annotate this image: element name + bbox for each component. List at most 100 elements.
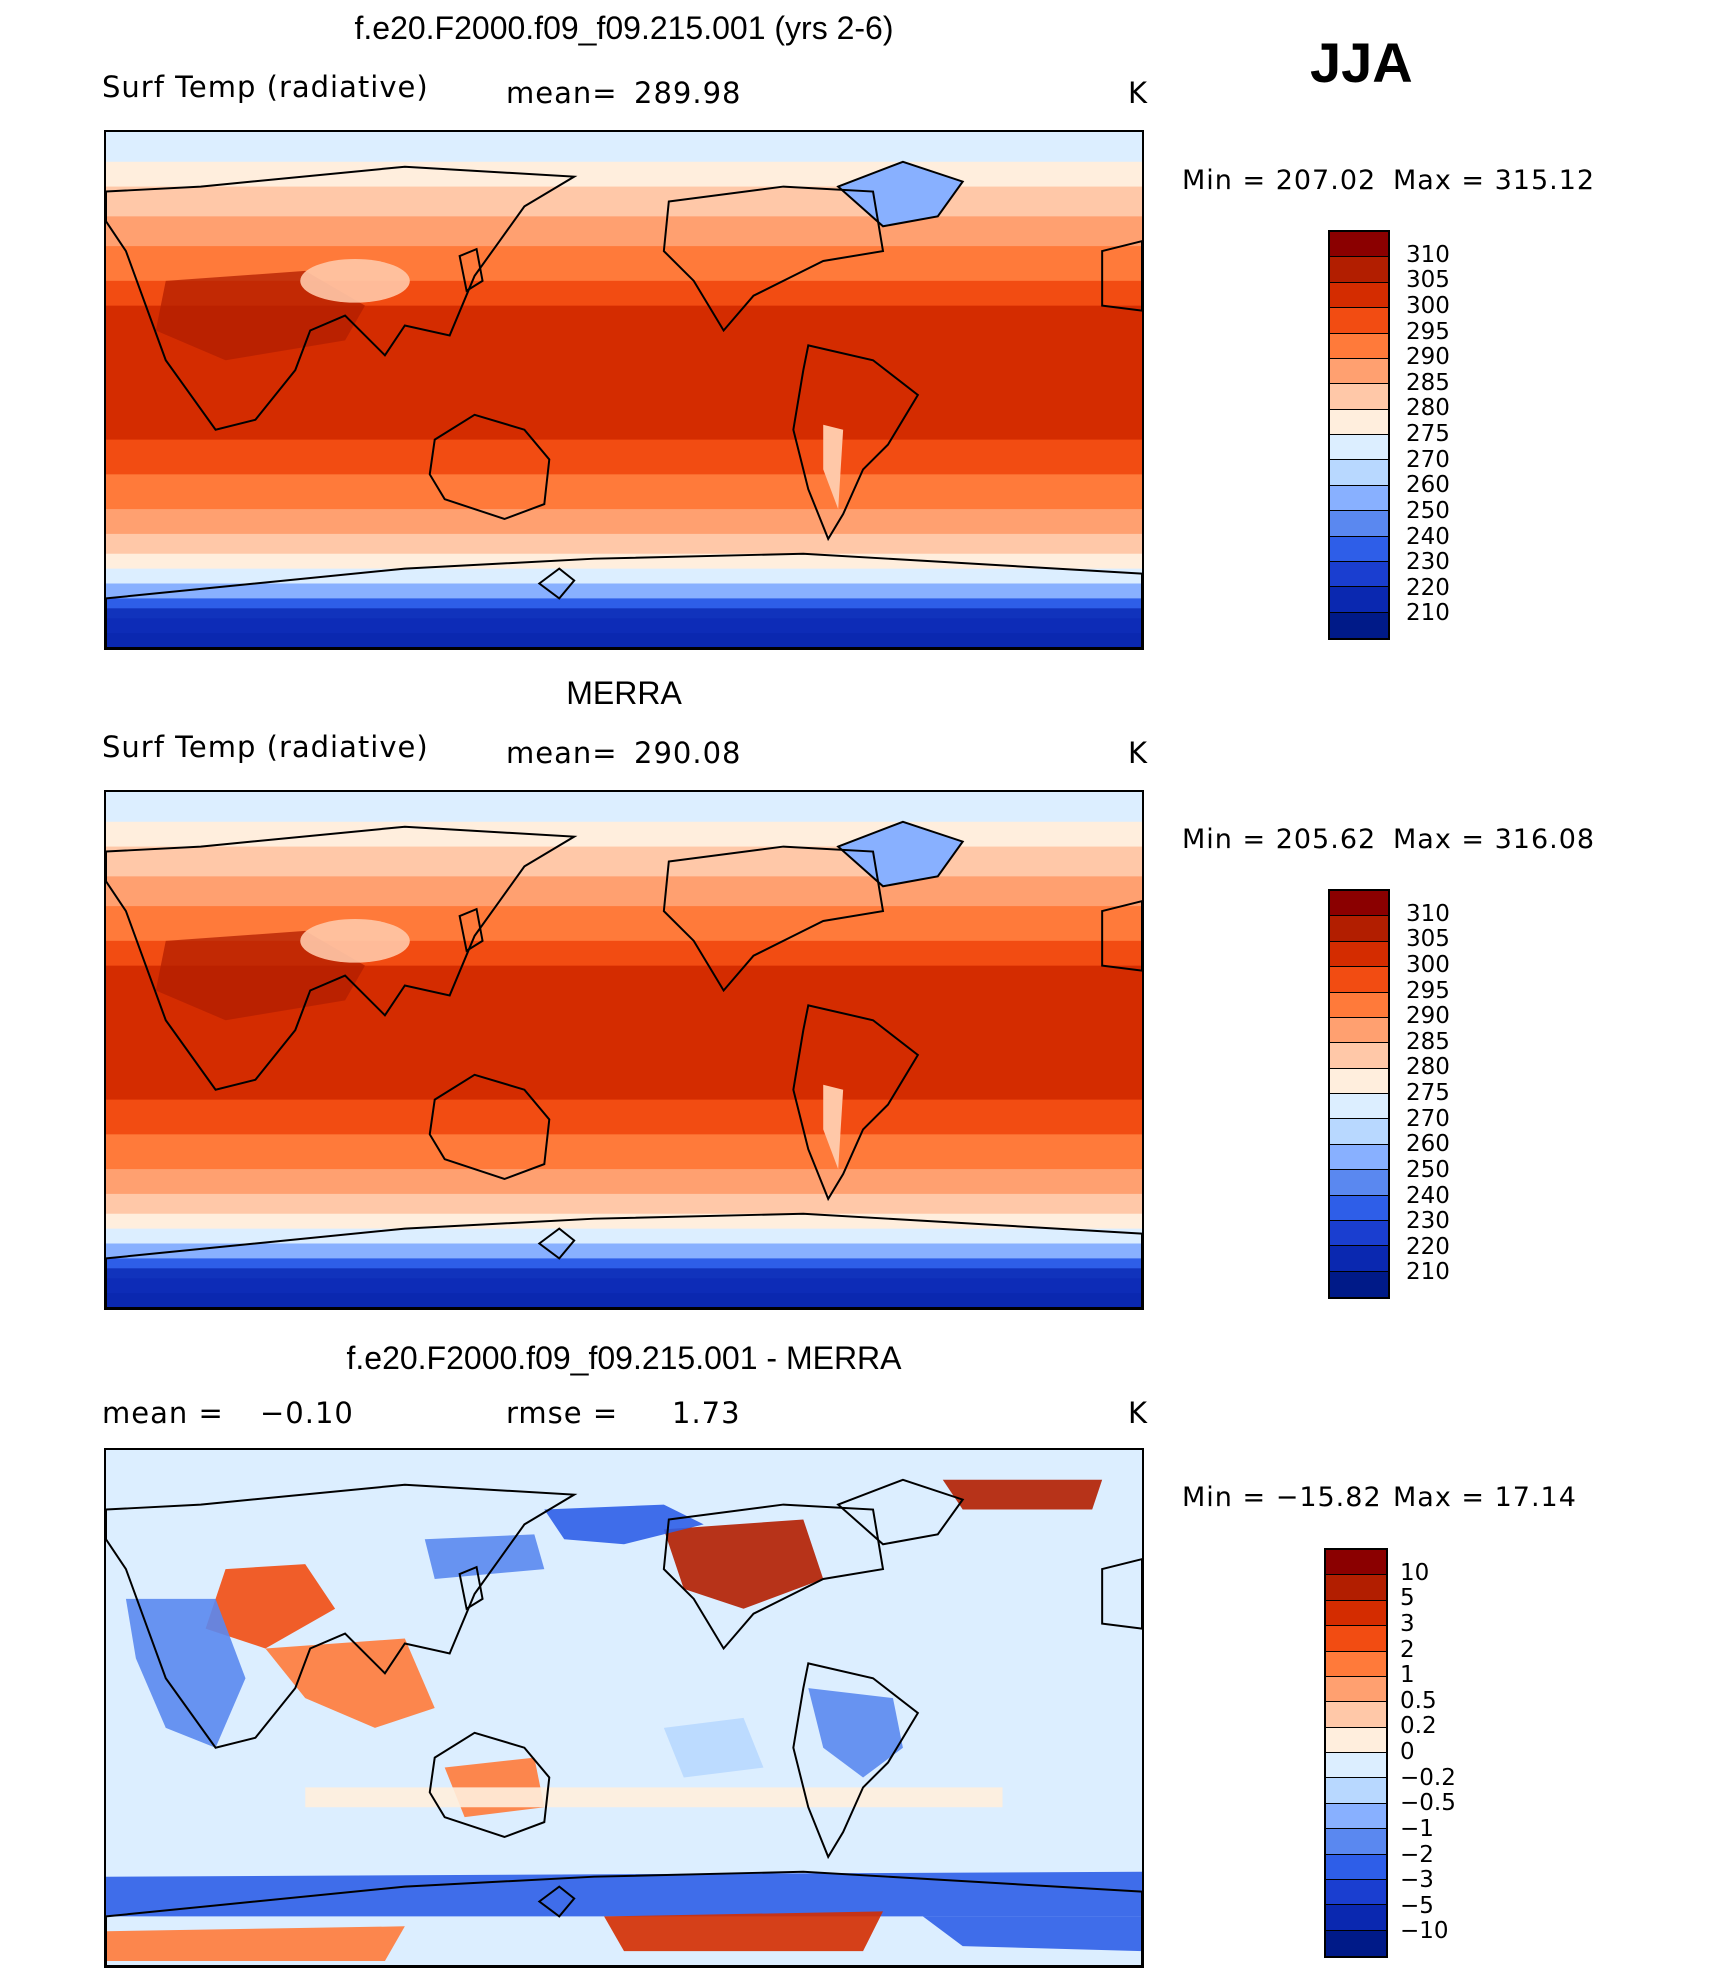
colorbar-level-label: 300 <box>1406 951 1450 978</box>
panel3-map <box>104 1448 1144 1968</box>
colorbar-level-label: 280 <box>1406 1054 1450 1081</box>
colorbar-level-label: 1 <box>1400 1662 1415 1689</box>
continent-outline <box>106 165 578 431</box>
colorbar-level-label: 270 <box>1406 1105 1450 1132</box>
colorbar-level-label: 250 <box>1406 497 1450 524</box>
colorbar-level-label: 10 <box>1400 1559 1430 1586</box>
temperature-band <box>106 583 1142 600</box>
colorbar-swatch <box>1330 485 1388 512</box>
panel2-min: Min = 205.62 <box>1182 824 1377 855</box>
panel3-rmse-value: 1.73 <box>672 1396 741 1430</box>
difference-region <box>663 1717 764 1778</box>
colorbar-level-label: 290 <box>1406 1003 1450 1030</box>
panel3-mean-label: mean = <box>102 1396 224 1430</box>
colorbar-level-label: 250 <box>1406 1156 1450 1183</box>
colorbar-swatch <box>1326 1600 1386 1627</box>
continent-outline <box>458 247 484 293</box>
colorbar-level-label: 295 <box>1406 318 1450 345</box>
colorbar-level-label: 230 <box>1406 549 1450 576</box>
colorbar-swatch <box>1326 1930 1386 1956</box>
difference-region <box>205 1564 336 1649</box>
colorbar-swatch <box>1330 1094 1388 1120</box>
continent-outline <box>836 1478 965 1546</box>
panel1-colorbar <box>1328 230 1390 640</box>
colorbar-level-label: 260 <box>1406 1131 1450 1158</box>
panel1-min: Min = 207.02 <box>1182 165 1377 196</box>
colorbar-swatch <box>1326 1778 1386 1804</box>
colorbar-swatch <box>1326 1575 1386 1601</box>
colorbar-swatch <box>1326 1803 1386 1830</box>
panel1-variable: Surf Temp (radiative) <box>102 70 429 104</box>
antarctic-interior-region <box>106 608 1142 648</box>
colorbar-level-label: 290 <box>1406 344 1450 371</box>
temperature-band <box>106 1169 1142 1195</box>
continent-outline <box>537 1227 576 1260</box>
colorbar-swatch <box>1326 1854 1386 1880</box>
panel3-rmse-label: rmse = <box>506 1396 619 1430</box>
temperature-band <box>106 553 1142 570</box>
difference-region <box>663 1519 824 1609</box>
colorbar-swatch <box>1330 1271 1388 1297</box>
temperature-band <box>106 876 1142 908</box>
colorbar-level-label: 0.2 <box>1400 1713 1437 1740</box>
colorbar-level-label: 305 <box>1406 926 1450 953</box>
difference-region <box>604 1911 883 1952</box>
panel3-title: f.e20.F2000.f09_f09.215.001 - MERRA <box>346 1340 902 1376</box>
continent-outline <box>458 1565 484 1611</box>
temperature-band <box>106 533 1142 555</box>
temperature-band <box>106 132 1142 163</box>
panel2-variable: Surf Temp (radiative) <box>102 730 429 764</box>
continent-outline <box>1101 1558 1142 1630</box>
colorbar-level-label: 210 <box>1406 600 1450 627</box>
continent-outline <box>106 552 1142 648</box>
colorbar-swatch <box>1330 1170 1388 1196</box>
colorbar-level-label: 210 <box>1406 1259 1450 1286</box>
colorbar-level-label: 280 <box>1406 395 1450 422</box>
colorbar-level-label: 305 <box>1406 267 1450 294</box>
panel2-title: MERRA <box>566 675 682 711</box>
colorbar-swatch <box>1330 232 1388 258</box>
difference-region <box>424 1534 545 1579</box>
antarctic-interior-region <box>106 1268 1142 1308</box>
continent-outline <box>537 567 576 600</box>
colorbar-level-label: 275 <box>1406 1080 1450 1106</box>
tibetan-plateau-region <box>300 259 410 303</box>
continent-outline <box>106 825 578 1091</box>
colorbar-level-label: −10 <box>1400 1918 1449 1945</box>
greenland-ice-region <box>838 821 963 887</box>
panel2-mean-label: mean= <box>506 736 618 770</box>
colorbar-swatch <box>1326 1905 1386 1931</box>
colorbar-level-label: −0.2 <box>1400 1764 1456 1791</box>
andes-region <box>823 424 844 510</box>
continent-outline <box>537 1885 576 1918</box>
colorbar-swatch <box>1330 384 1388 410</box>
colorbar-level-label: −1 <box>1400 1815 1434 1842</box>
andes-region <box>823 1084 844 1170</box>
temperature-band <box>106 474 1142 511</box>
continent-outline <box>792 1004 920 1202</box>
temperature-band <box>106 439 1142 476</box>
colorbar-swatch <box>1330 1195 1388 1221</box>
colorbar-swatch <box>1330 1068 1388 1094</box>
temperature-band <box>106 846 1142 878</box>
difference-region <box>106 1926 405 1962</box>
difference-region <box>125 1598 246 1748</box>
colorbar-swatch <box>1326 1550 1386 1576</box>
colorbar-swatch <box>1330 1220 1388 1247</box>
difference-region <box>942 1479 1103 1510</box>
colorbar-level-label: −0.5 <box>1400 1790 1456 1817</box>
panel3-min: Min = −15.82 <box>1182 1482 1382 1513</box>
difference-region <box>808 1688 903 1778</box>
colorbar-level-label: 275 <box>1406 421 1450 447</box>
colorbar-swatch <box>1330 282 1388 309</box>
colorbar-swatch <box>1330 511 1388 537</box>
colorbar-swatch <box>1326 1702 1386 1728</box>
colorbar-swatch <box>1326 1753 1386 1779</box>
continent-outline <box>428 1731 551 1839</box>
colorbar-swatch <box>1330 460 1388 486</box>
colorbar-swatch <box>1330 1246 1388 1272</box>
colorbar-swatch <box>1326 1626 1386 1652</box>
panel1-mean-value: 289.98 <box>634 76 742 110</box>
colorbar-level-label: 285 <box>1406 1028 1450 1055</box>
colorbar-swatch <box>1330 333 1388 359</box>
